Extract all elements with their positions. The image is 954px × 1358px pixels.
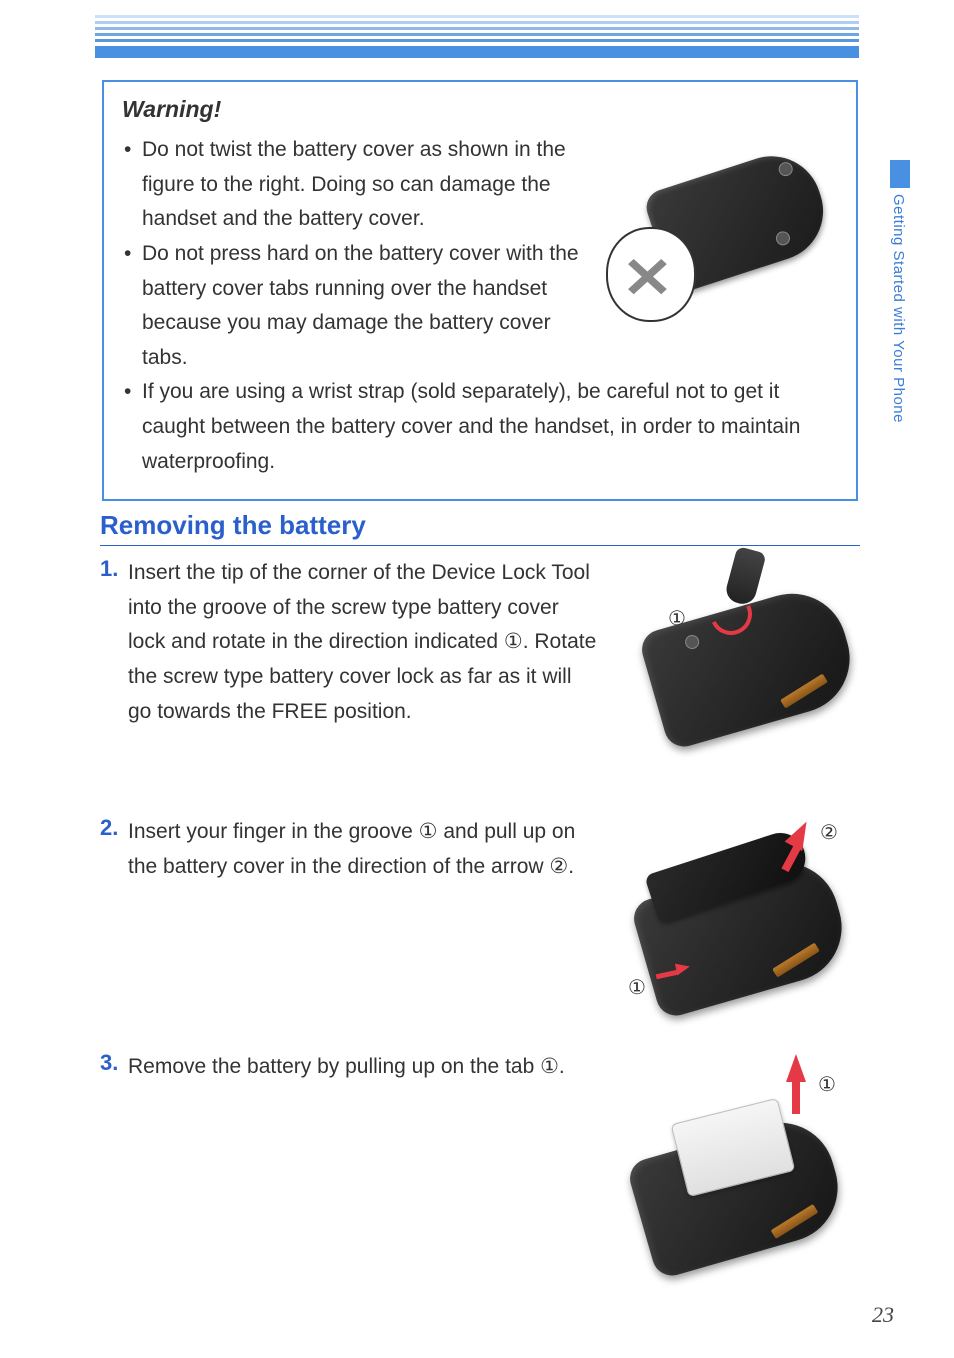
- step-2: 2. Insert your finger in the groove ① an…: [100, 815, 860, 884]
- tab-label: Getting Started with Your Phone: [890, 194, 907, 423]
- warning-box: Warning! Do not twist the battery cover …: [102, 80, 858, 501]
- callout-label: ②: [820, 820, 838, 845]
- x-icon: ✕: [622, 245, 674, 311]
- warning-title: Warning!: [122, 96, 838, 123]
- step-number: 2.: [100, 815, 118, 841]
- warning-item: Do not press hard on the battery cover w…: [122, 237, 592, 376]
- step-1: 1. Insert the tip of the corner of the D…: [100, 556, 860, 729]
- step-2-figure: ② ①: [620, 820, 860, 1020]
- callout-label: ①: [668, 606, 686, 631]
- warning-item: If you are using a wrist strap (sold sep…: [122, 375, 838, 479]
- warning-item: Do not twist the battery cover as shown …: [122, 133, 592, 237]
- arrow-stem: [792, 1078, 800, 1114]
- side-chapter-tab: Getting Started with Your Phone: [890, 160, 910, 480]
- step-3: 3. Remove the battery by pulling up on t…: [100, 1050, 860, 1085]
- step-text: Remove the battery by pulling up on the …: [128, 1050, 598, 1085]
- tab-marker: [890, 160, 910, 188]
- section-heading: Removing the battery: [100, 510, 860, 546]
- header-bars: [95, 15, 859, 61]
- step-1-figure: ①: [620, 551, 860, 751]
- step-number: 1.: [100, 556, 118, 582]
- step-3-figure: ①: [620, 1060, 860, 1260]
- step-text: Insert the tip of the corner of the Devi…: [128, 556, 598, 729]
- arrow-icon: [786, 1054, 806, 1082]
- step-text: Insert your finger in the groove ① and p…: [128, 815, 598, 884]
- page-number: 23: [872, 1302, 894, 1328]
- callout-label: ①: [628, 975, 646, 1000]
- step-number: 3.: [100, 1050, 118, 1076]
- callout-label: ①: [818, 1072, 836, 1097]
- warning-figure: ✕: [614, 127, 834, 327]
